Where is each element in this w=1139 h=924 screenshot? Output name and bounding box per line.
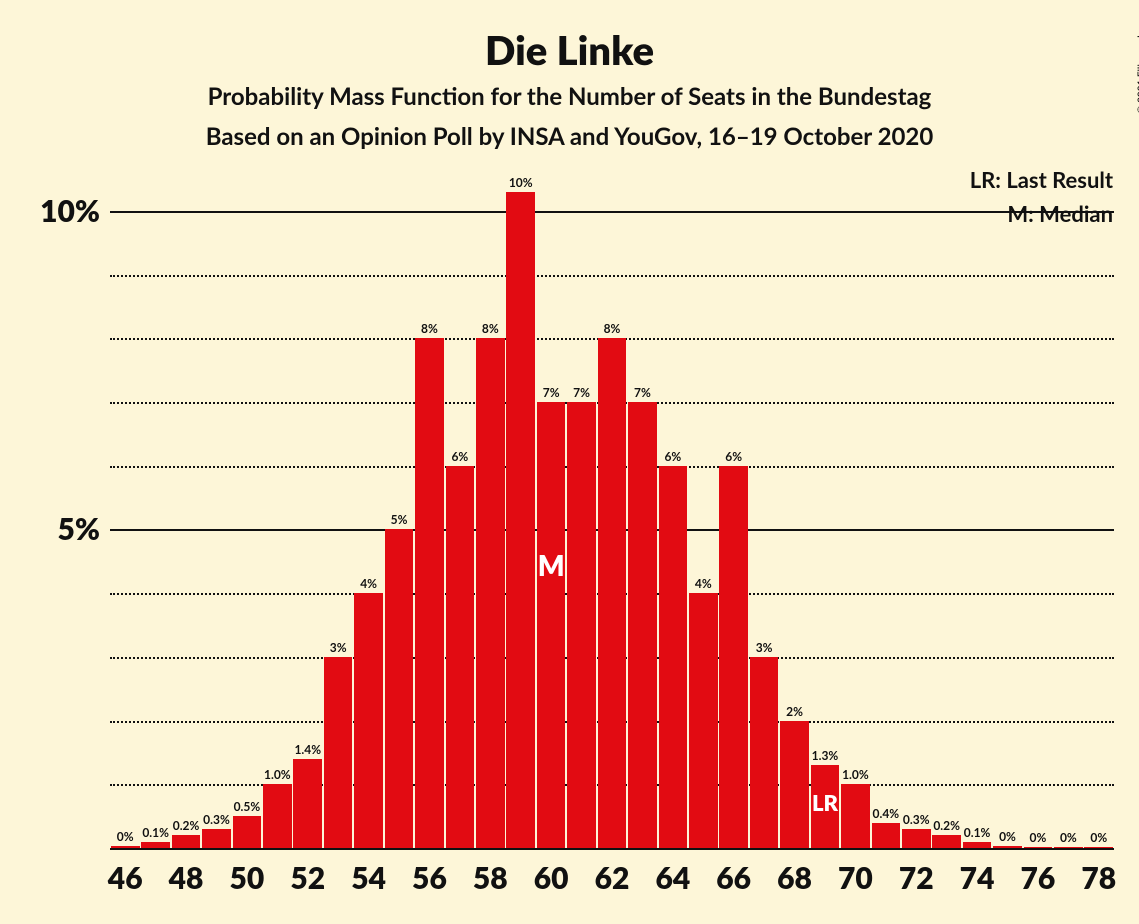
chart-subtitle-2: Based on an Opinion Poll by INSA and You…	[0, 122, 1139, 151]
bar-value-label: 1.3%	[812, 748, 839, 763]
x-axis: 46 48 50 52 54 56 58 60 62 64 66 68 70 72 74 76 78	[110, 860, 1114, 900]
x-tick-label: 46	[108, 860, 143, 896]
x-tick-label: 50	[230, 860, 265, 896]
bar	[902, 829, 931, 848]
bar	[1084, 847, 1113, 848]
bar-value-label: 8%	[482, 321, 499, 336]
bar	[111, 846, 140, 848]
bar	[415, 338, 444, 848]
x-tick-label: 68	[777, 860, 812, 896]
bar-value-label: 3%	[330, 640, 347, 655]
bar-value-label: 2%	[786, 704, 803, 719]
annotation-median: M	[538, 548, 565, 582]
bar-value-label: 3%	[756, 640, 773, 655]
bar	[324, 657, 353, 848]
bar	[598, 338, 627, 848]
bar-value-label: 1.0%	[264, 767, 291, 782]
bar	[963, 842, 992, 848]
bar	[202, 829, 231, 848]
bar-value-label: 7%	[573, 385, 590, 400]
gridline-major	[110, 211, 1114, 213]
bar	[263, 784, 292, 848]
annotation-last-result: LR	[812, 789, 838, 816]
gridline-minor	[110, 275, 1114, 277]
gridline-major	[110, 848, 1114, 850]
bar-value-label: 0.3%	[203, 812, 230, 827]
bar-value-label: 8%	[421, 321, 438, 336]
x-tick-label: 52	[290, 860, 325, 896]
bar-value-label: 0%	[999, 829, 1016, 844]
bar	[537, 402, 566, 848]
x-tick-label: 66	[716, 860, 751, 896]
bar	[446, 466, 475, 848]
bar-value-label: 4%	[695, 576, 712, 591]
bar	[932, 835, 961, 848]
bar	[841, 784, 870, 848]
bar-value-label: 0%	[1060, 830, 1077, 845]
x-tick-label: 62	[595, 860, 630, 896]
bar-value-label: 0.4%	[873, 806, 900, 821]
bar-value-label: 1.4%	[294, 742, 321, 757]
bar-value-label: 10%	[509, 175, 533, 190]
bar-value-label: 0.1%	[142, 825, 169, 840]
bar-value-label: 0.3%	[903, 812, 930, 827]
bar	[233, 816, 262, 848]
bar	[719, 466, 748, 848]
chart-subtitle-1: Probability Mass Function for the Number…	[0, 82, 1139, 111]
bar-value-label: 4%	[360, 576, 377, 591]
bar	[354, 593, 383, 848]
bar	[567, 402, 596, 848]
bar	[141, 842, 170, 848]
x-tick-label: 74	[960, 860, 995, 896]
x-tick-label: 70	[838, 860, 873, 896]
bar-value-label: 6%	[451, 449, 468, 464]
x-tick-label: 72	[899, 860, 934, 896]
x-tick-label: 64	[655, 860, 690, 896]
y-axis: 5% 10%	[0, 160, 110, 848]
bar-value-label: 1.0%	[842, 767, 869, 782]
bar	[750, 657, 779, 848]
bar-value-label: 0%	[1030, 830, 1047, 845]
bar	[385, 529, 414, 848]
bar	[780, 721, 809, 848]
bar	[293, 759, 322, 848]
bar	[659, 466, 688, 848]
bar-value-label: 7%	[543, 385, 560, 400]
chart-title: Die Linke	[0, 26, 1139, 74]
y-tick-label: 10%	[0, 193, 100, 229]
bar-value-label: 0%	[1090, 830, 1107, 845]
bar	[993, 846, 1022, 848]
x-tick-label: 56	[412, 860, 447, 896]
bar	[1024, 847, 1053, 848]
bar	[506, 192, 535, 848]
bar-value-label: 6%	[725, 449, 742, 464]
bar-value-label: 0.5%	[234, 799, 261, 814]
bar	[1054, 847, 1083, 848]
chart-plot-area: 0%0.1%0.2%0.3%0.5%1.0%1.4%3%4%5%8%6%8%10…	[110, 160, 1114, 848]
bar	[628, 402, 657, 848]
x-tick-label: 48	[169, 860, 204, 896]
bar	[872, 823, 901, 848]
bar-value-label: 0.2%	[173, 818, 200, 833]
x-tick-label: 54	[351, 860, 386, 896]
bar	[172, 835, 201, 848]
bar-value-label: 6%	[664, 449, 681, 464]
x-tick-label: 60	[534, 860, 569, 896]
x-tick-label: 76	[1021, 860, 1056, 896]
bar-value-label: 0.2%	[933, 818, 960, 833]
bar	[689, 593, 718, 848]
x-tick-label: 78	[1081, 860, 1116, 896]
bar-value-label: 7%	[634, 385, 651, 400]
x-tick-label: 58	[473, 860, 508, 896]
bar-value-label: 0.1%	[964, 825, 991, 840]
y-tick-label: 5%	[0, 511, 100, 547]
bar-value-label: 5%	[391, 512, 408, 527]
bar-value-label: 0%	[117, 829, 134, 844]
bar	[476, 338, 505, 848]
bar-value-label: 8%	[604, 321, 621, 336]
